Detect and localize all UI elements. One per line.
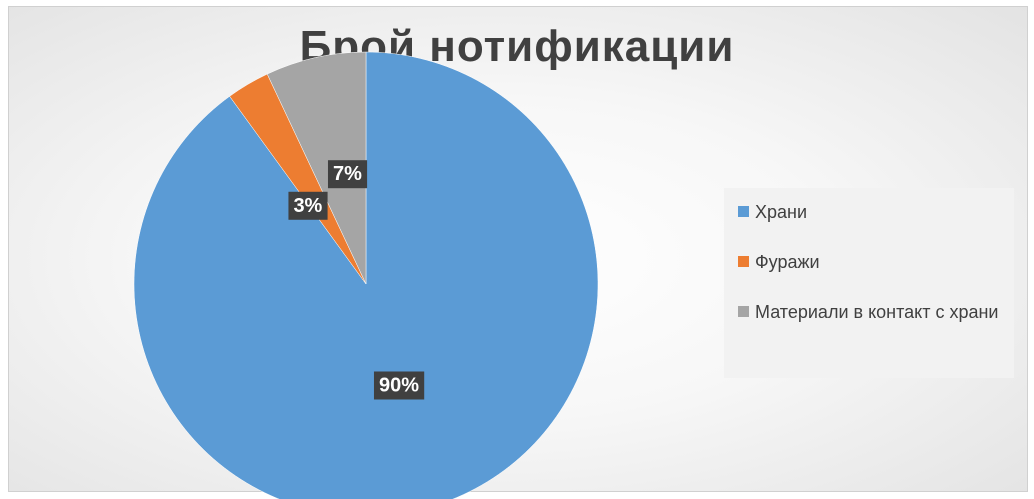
data-label-text-foods: 90% [379,374,419,396]
data-label-bg-foods [373,371,425,400]
legend-item-feed: Фуражи [738,250,1000,274]
data-label-bg-feed [288,191,328,220]
legend-label-feed: Фуражи [755,252,820,272]
data-label-text-feed: 3% [293,195,322,217]
legend-label-foods: Храни [755,202,808,222]
legend-item-food-contact-materials: Материали в контакт с храни [738,300,1000,324]
legend-swatch-foods [738,206,749,217]
data-label-text-food-contact-materials: 7% [333,163,362,185]
data-label-foods: 90% [373,371,425,400]
legend-swatch-food-contact-materials [738,306,749,317]
data-label-bg-food-contact-materials [327,160,368,189]
legend-swatch-feed [738,256,749,267]
legend-item-foods: Храни [738,200,1000,224]
pie-slice-food-contact-materials [266,51,367,285]
legend: Храни Фуражи Материали в контакт с храни [724,188,1014,378]
data-label-feed: 3% [288,191,328,220]
data-label-food-contact-materials: 7% [327,160,368,189]
legend-label-food-contact-materials: Материали в контакт с храни [755,302,999,322]
